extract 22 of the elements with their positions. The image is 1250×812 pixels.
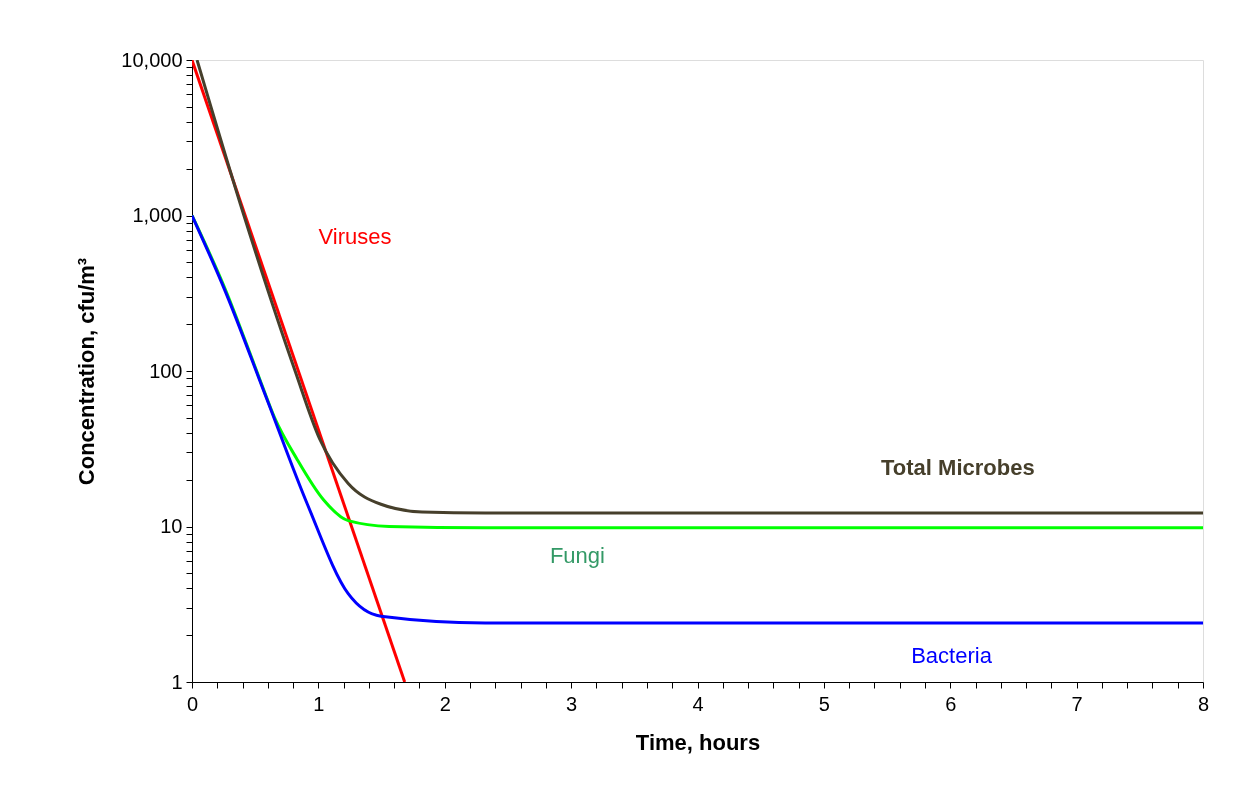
y-tick-label: 1 — [171, 670, 183, 693]
y-tick-label: 10 — [160, 515, 183, 537]
line-series — [195, 60, 1203, 515]
y-tick-label: 100 — [149, 359, 183, 382]
series-label: Total Microbes — [881, 454, 1035, 480]
y-tick-label: 10,000 — [121, 48, 183, 71]
text: Viruses — [318, 223, 392, 249]
x-tick-label: 4 — [692, 692, 704, 715]
x-tick-label: 5 — [818, 692, 830, 715]
x-tick-label: 2 — [439, 692, 451, 715]
line-series — [192, 214, 1203, 625]
x-tick-label: 6 — [945, 692, 957, 715]
x-tick-label: 3 — [566, 692, 578, 715]
y-tick-label: 1,000 — [132, 204, 183, 226]
x-tick-label: 7 — [1071, 692, 1083, 715]
x-tick-label: 1 — [313, 692, 325, 715]
x-tick-label: 0 — [186, 692, 199, 715]
x-tick-label: 8 — [1197, 692, 1210, 715]
series-label: Bacteria — [911, 642, 993, 668]
x-axis-title: Time, hours — [635, 729, 761, 755]
series-label: Fungi — [549, 542, 605, 568]
y-axis-title: Concentration, cfu/m³ — [74, 257, 100, 486]
